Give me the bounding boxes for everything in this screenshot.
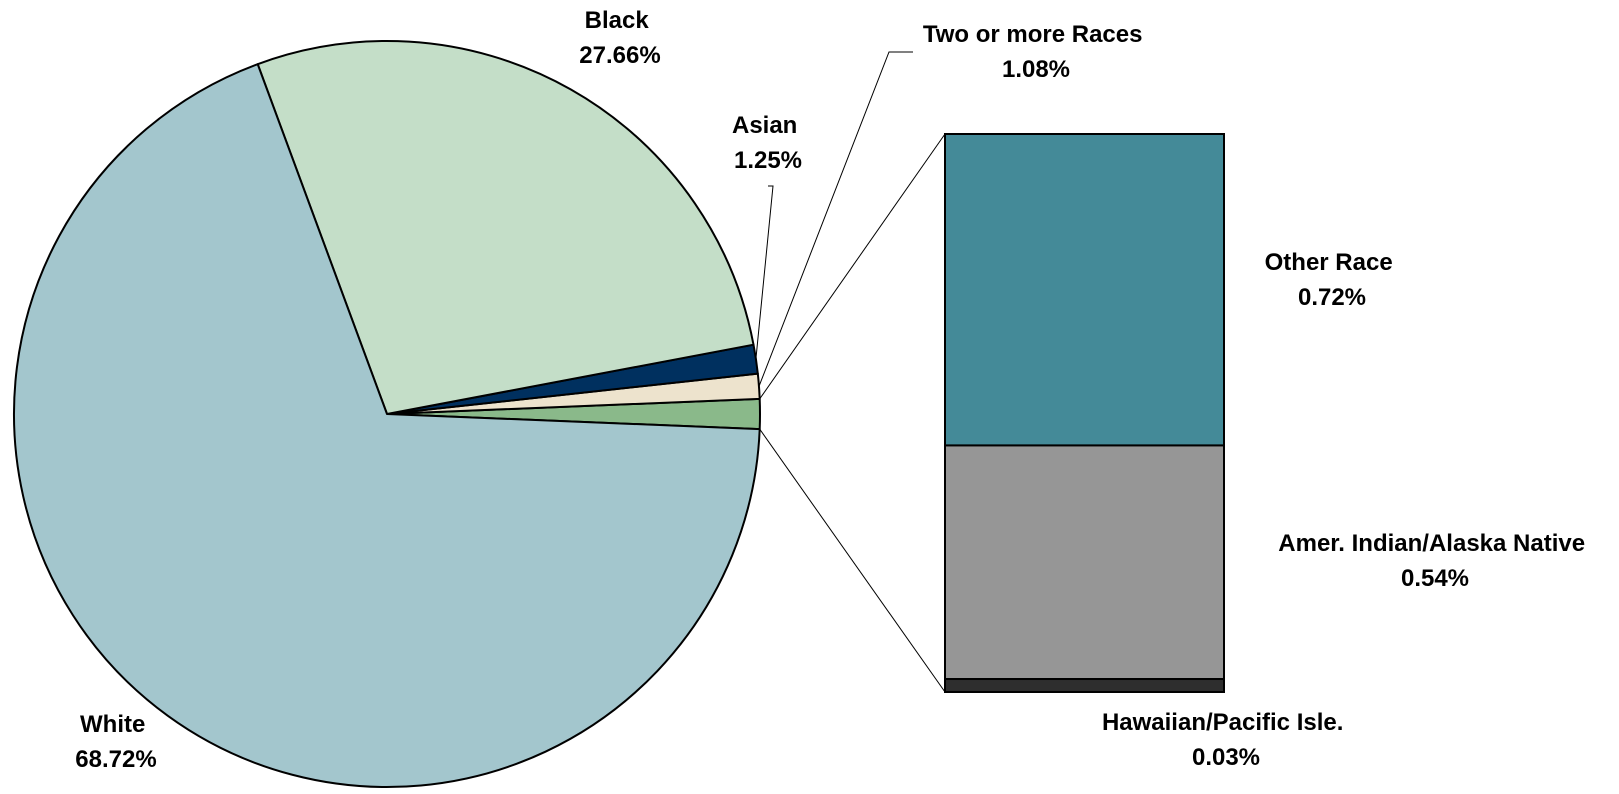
pie-slice-black [256, 40, 755, 415]
label-black-value: 27.66% [579, 42, 660, 69]
leader-asian [755, 185, 774, 360]
leader-two-or-more-races [758, 51, 913, 387]
label-two-or-more-races-value: 1.08% [1002, 56, 1070, 83]
label-amer-indian-name: Amer. Indian/Alaska Native [1278, 530, 1585, 557]
label-asian-value: 1.25% [734, 147, 802, 174]
label-other-race-name: Other Race [1265, 249, 1393, 276]
label-other-race-value: 0.72% [1298, 284, 1366, 311]
bar-segment-other-race [944, 133, 1225, 447]
label-hawaiian-value: 0.03% [1192, 744, 1260, 771]
connector-bottom [759, 428, 946, 693]
leader-lines [755, 51, 913, 387]
breakdown-bar [944, 133, 1225, 694]
label-two-or-more-races: Two or more Races 1.08% [923, 21, 1149, 83]
bar-segment-hawaiian-pacific-isle [944, 678, 1225, 694]
label-white-name: White [80, 711, 145, 738]
label-asian-name: Asian [732, 112, 797, 139]
label-amer-indian: Amer. Indian/Alaska Native 0.54% [1278, 530, 1591, 592]
label-two-or-more-races-name: Two or more Races [923, 21, 1143, 48]
connector-top [759, 133, 946, 400]
label-black: Black 27.66% [579, 7, 660, 69]
label-black-name: Black [585, 7, 650, 34]
pie [13, 40, 761, 788]
bar-segment-amer-indian-alaska-native [944, 444, 1225, 681]
label-white-value: 68.72% [75, 746, 156, 773]
label-white: White 68.72% [75, 711, 156, 773]
pie-slice-white [13, 63, 761, 788]
label-amer-indian-value: 0.54% [1401, 565, 1469, 592]
label-hawaiian-name: Hawaiian/Pacific Isle. [1102, 709, 1343, 736]
label-hawaiian: Hawaiian/Pacific Isle. 0.03% [1102, 709, 1350, 771]
label-asian: Asian 1.25% [732, 112, 804, 174]
connector-lines [759, 133, 946, 693]
label-other-race: Other Race 0.72% [1265, 249, 1400, 311]
